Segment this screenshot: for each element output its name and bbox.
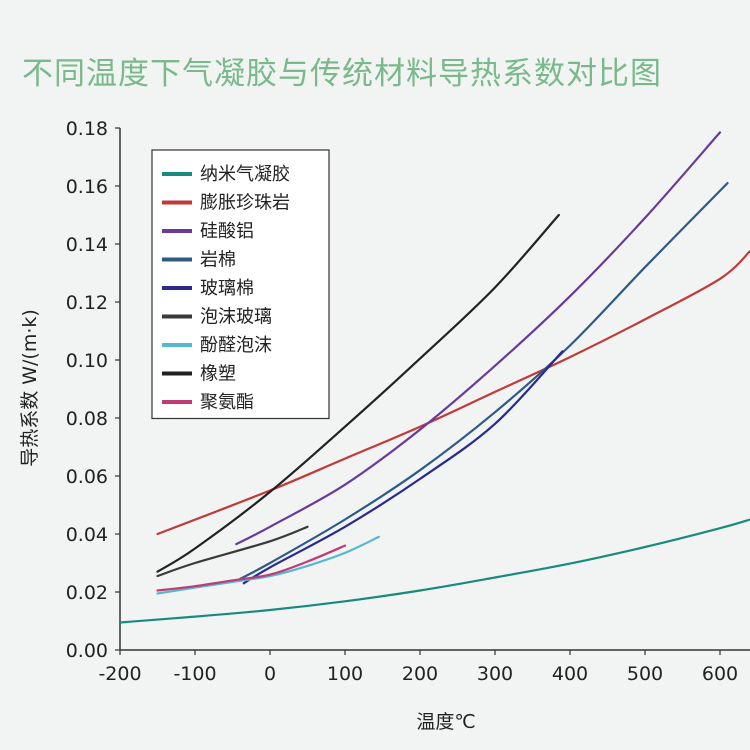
x-tick-label: 200 (402, 663, 438, 685)
x-tick-label: 400 (552, 663, 588, 685)
series-line-6 (156, 525, 309, 578)
y-tick-label: 0.08 (66, 408, 108, 430)
y-axis-label: 导热系数 W/(m·k) (19, 309, 41, 467)
series-line-8 (156, 213, 560, 573)
y-tick-label: 0.14 (66, 234, 108, 256)
y-tick-label: 0.02 (66, 582, 108, 604)
series-line-3 (235, 131, 722, 546)
y-tick-label: 0.04 (66, 524, 108, 546)
legend-label: 玻璃棉 (200, 278, 254, 299)
x-tick-label: 100 (327, 663, 363, 685)
axes-layer: 0.00 0.02 0.04 0.06 0.08 0.10 0.12 0.14 0.16 0.18… (66, 118, 750, 685)
y-tick-label: 0.00 (66, 640, 108, 662)
series-line-2 (156, 250, 750, 536)
series-line-5 (242, 350, 564, 585)
x-tick-label: 0 (264, 663, 276, 685)
series-line-7 (156, 535, 380, 595)
series-layer (118, 131, 750, 624)
legend-label: 橡塑 (200, 364, 236, 385)
series-line-1 (118, 518, 750, 624)
legend-label: 泡沫玻璃 (200, 307, 272, 328)
legend-label: 膨胀珍珠岩 (200, 193, 290, 214)
legend-label: 岩棉 (200, 250, 236, 271)
y-tick-label: 0.18 (66, 118, 108, 140)
x-tick-label: -100 (173, 663, 216, 685)
x-tick-label: 300 (477, 663, 513, 685)
x-tick-label: -200 (98, 663, 141, 685)
x-tick-label: 500 (627, 663, 663, 685)
legend-label: 硅酸铝 (200, 221, 254, 242)
series-line-4 (238, 182, 729, 581)
series-line-9 (156, 544, 347, 592)
y-tick-label: 0.16 (66, 176, 108, 198)
y-tick-label: 0.06 (66, 466, 108, 488)
y-tick-label: 0.12 (66, 292, 108, 314)
legend-label: 酚醛泡沫 (200, 335, 272, 356)
y-tick-label: 0.10 (66, 350, 108, 372)
x-axis-label: 温度℃ (416, 711, 475, 733)
chart-title: 不同温度下气凝胶与传统材料导热系数对比图 (22, 56, 662, 92)
x-tick-label: 600 (702, 663, 738, 685)
legend-label: 纳米气凝胶 (200, 164, 290, 185)
legend-label: 聚氨酯 (200, 392, 254, 413)
